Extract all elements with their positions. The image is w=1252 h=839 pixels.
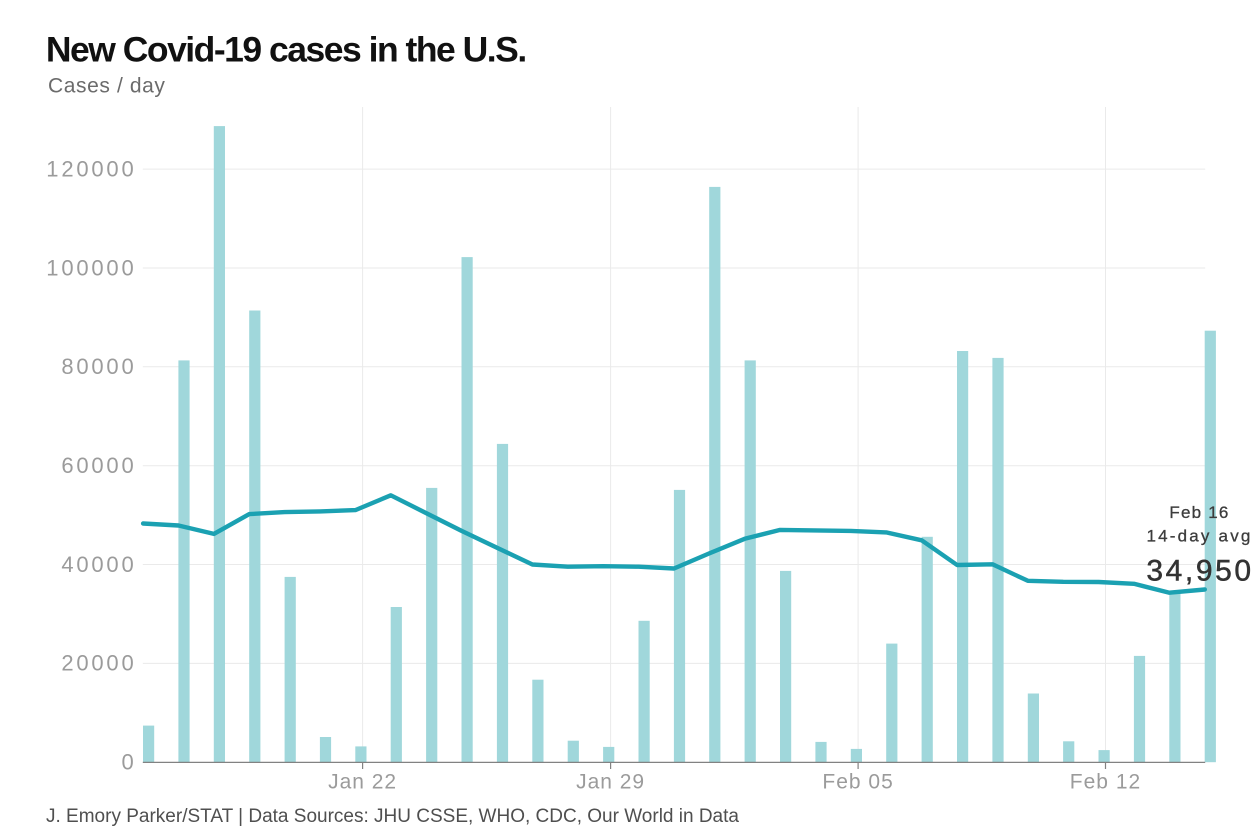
- svg-text:Jan 29: Jan 29: [576, 771, 645, 794]
- svg-text:Feb 16: Feb 16: [1169, 503, 1229, 522]
- svg-text:Feb 12: Feb 12: [1070, 771, 1141, 794]
- svg-text:120000: 120000: [46, 156, 136, 181]
- svg-text:New Covid-19 cases in the U.S.: New Covid-19 cases in the U.S.: [46, 30, 526, 70]
- svg-text:100000: 100000: [46, 255, 136, 280]
- svg-text:Feb 05: Feb 05: [822, 771, 893, 794]
- svg-text:34,950: 34,950: [1146, 555, 1252, 588]
- svg-text:J. Emory Parker/STAT | Data So: J. Emory Parker/STAT | Data Sources: JHU…: [46, 806, 739, 827]
- svg-text:14-day avg: 14-day avg: [1146, 527, 1252, 546]
- svg-text:80000: 80000: [61, 354, 136, 379]
- svg-text:Cases / day: Cases / day: [48, 74, 166, 97]
- svg-text:Jan 22: Jan 22: [328, 771, 397, 794]
- svg-text:0: 0: [121, 750, 136, 775]
- svg-text:60000: 60000: [61, 453, 136, 478]
- svg-text:40000: 40000: [61, 552, 136, 577]
- svg-text:20000: 20000: [61, 651, 136, 676]
